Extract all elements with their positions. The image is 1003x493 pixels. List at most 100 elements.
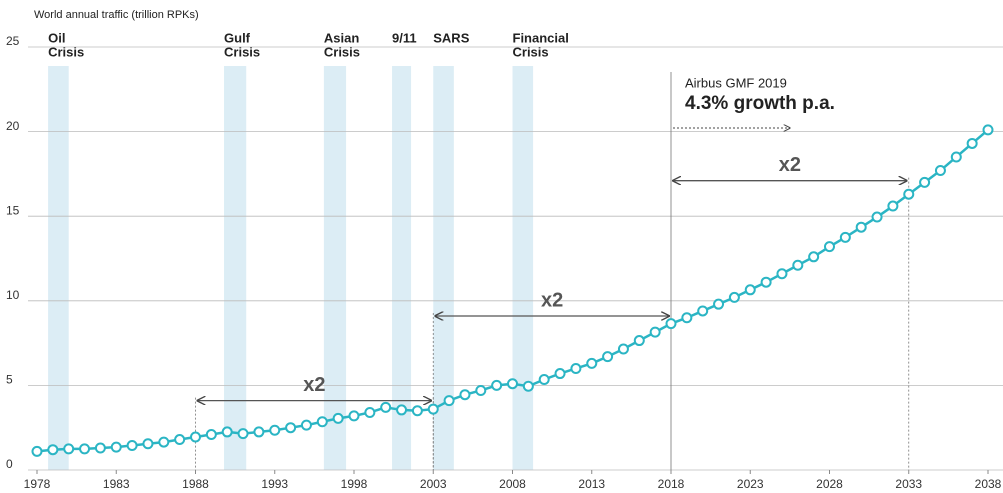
- data-point: [507, 378, 518, 390]
- crisis-label: Oil: [48, 30, 65, 45]
- data-point: [649, 326, 661, 338]
- y-tick-label: 20: [6, 119, 20, 133]
- crisis-label: Crisis: [48, 44, 84, 59]
- data-point: [744, 284, 756, 296]
- crisis-label: Financial: [513, 30, 569, 45]
- data-point: [713, 298, 725, 310]
- forecast-title: Airbus GMF 2019: [685, 75, 787, 90]
- data-point: [966, 137, 978, 149]
- crisis-label: Crisis: [324, 44, 360, 59]
- x-tick-label: 1983: [103, 477, 130, 491]
- data-point: [839, 231, 851, 243]
- y-tick-label: 5: [6, 373, 13, 387]
- data-point: [570, 362, 582, 374]
- data-point: [982, 124, 994, 136]
- data-point: [126, 439, 138, 451]
- data-point: [792, 259, 804, 271]
- data-point: [47, 444, 59, 456]
- data-point: [94, 442, 106, 454]
- data-point: [855, 221, 867, 233]
- data-point: [269, 424, 281, 436]
- data-point: [443, 395, 455, 407]
- x-tick-label: 2008: [499, 477, 526, 491]
- data-point: [380, 401, 392, 413]
- crisis-label: Crisis: [224, 44, 260, 59]
- data-point: [887, 200, 899, 212]
- x-tick-label: 1993: [261, 477, 288, 491]
- y-tick-label: 10: [6, 288, 20, 302]
- data-point: [253, 426, 265, 438]
- data-point: [538, 373, 550, 385]
- data-point: [776, 268, 788, 280]
- data-point: [285, 422, 297, 434]
- data-point: [316, 416, 328, 428]
- crisis-label: SARS: [433, 30, 469, 45]
- data-point: [824, 241, 835, 253]
- data-point: [142, 438, 154, 450]
- x-tick-label: 1998: [341, 477, 368, 491]
- data-point: [300, 419, 312, 431]
- data-point: [491, 379, 503, 391]
- data-point: [808, 251, 820, 263]
- crisis-band: [224, 66, 247, 470]
- data-point: [205, 428, 217, 440]
- crisis-label: 9/11: [392, 30, 417, 45]
- data-point: [237, 428, 249, 440]
- y-tick-label: 25: [6, 34, 20, 48]
- data-point: [554, 368, 566, 380]
- x-tick-label: 1988: [182, 477, 209, 491]
- y-axis-label: World annual traffic (trillion RPKs): [34, 9, 199, 21]
- crisis-band: [323, 66, 347, 470]
- data-point: [633, 335, 645, 347]
- data-point: [522, 380, 534, 392]
- data-point: [760, 276, 772, 288]
- x-tick-label: 2013: [578, 477, 605, 491]
- doubling-label: x2: [779, 154, 801, 176]
- x-tick-label: 2023: [737, 477, 764, 491]
- crisis-label: Asian: [324, 30, 359, 45]
- data-point: [31, 445, 43, 457]
- data-point: [665, 318, 677, 330]
- data-point: [332, 412, 344, 424]
- data-point: [221, 426, 233, 438]
- data-point: [475, 384, 487, 396]
- data-point: [79, 443, 91, 455]
- data-point: [110, 441, 122, 453]
- data-point: [903, 188, 915, 200]
- data-point: [364, 406, 376, 418]
- data-point: [919, 176, 931, 188]
- x-tick-label: 2018: [658, 477, 685, 491]
- data-point: [681, 312, 693, 324]
- data-point: [950, 151, 962, 163]
- data-point: [617, 343, 629, 355]
- x-tick-label: 1978: [24, 477, 51, 491]
- data-point: [174, 434, 186, 446]
- data-point: [411, 405, 423, 417]
- data-point: [63, 443, 75, 455]
- y-tick-label: 0: [6, 457, 13, 471]
- x-tick-label: 2003: [420, 477, 447, 491]
- crisis-band: [433, 66, 454, 470]
- data-point: [158, 436, 170, 448]
- data-point: [190, 431, 201, 443]
- doubling-label: x2: [541, 289, 563, 311]
- crisis-band: [392, 66, 412, 470]
- x-tick-label: 2028: [816, 477, 843, 491]
- data-point: [586, 357, 598, 369]
- data-point: [396, 404, 408, 416]
- crisis-label: Gulf: [224, 30, 251, 45]
- data-point: [697, 305, 709, 317]
- data-point: [934, 165, 946, 177]
- data-point: [427, 403, 439, 415]
- doubling-label: x2: [303, 374, 325, 396]
- y-tick-label: 15: [6, 203, 20, 217]
- x-tick-label: 2038: [975, 477, 1002, 491]
- forecast-subtitle: 4.3% growth p.a.: [685, 93, 835, 114]
- crisis-band: [512, 66, 534, 470]
- data-point: [728, 291, 740, 303]
- data-point: [871, 211, 883, 223]
- data-point: [459, 389, 471, 401]
- data-point: [348, 410, 360, 422]
- crisis-band: [48, 66, 69, 470]
